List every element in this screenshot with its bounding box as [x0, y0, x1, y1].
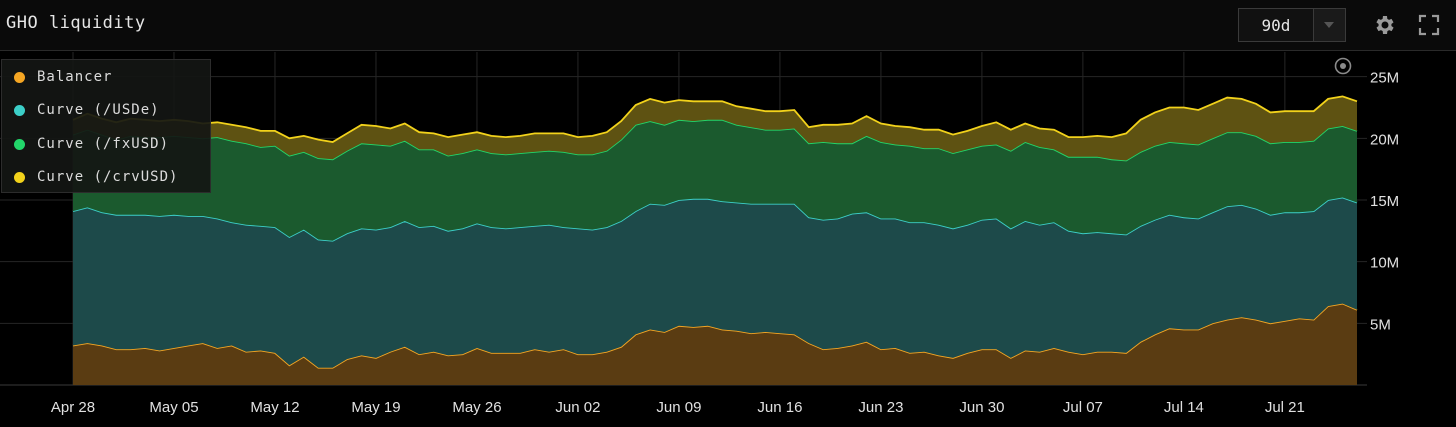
- y-tick-label: 15M: [1370, 193, 1399, 210]
- x-tick-label: Jun 30: [959, 399, 1004, 416]
- series-areas: [72, 95, 1358, 385]
- range-value: 90d: [1261, 15, 1291, 35]
- chart-title: GHO liquidity: [6, 13, 146, 33]
- legend-item-balancer[interactable]: Balancer: [14, 67, 112, 87]
- legend: Balancer Curve (/USDe) Curve (/fxUSD) Cu…: [1, 59, 211, 193]
- legend-label: Curve (/fxUSD): [37, 136, 170, 152]
- y-tick-label: 5M: [1370, 316, 1391, 333]
- y-tick-label: 10M: [1370, 255, 1399, 272]
- legend-label: Curve (/USDe): [37, 102, 160, 118]
- legend-item-curve-usde[interactable]: Curve (/USDe): [14, 100, 160, 120]
- legend-marker: [14, 138, 25, 150]
- stacked-area-chart: 5M 10M 15M 20M 25M Apr 28 May 05 May 12 May 19 Ma…: [0, 52, 1399, 416]
- area-balancer: [73, 303, 1357, 385]
- x-tick-label: Jul 21: [1265, 399, 1305, 416]
- legend-label: Balancer: [37, 69, 113, 85]
- gear-icon: [1376, 16, 1394, 34]
- area-curve-crvusd: [73, 96, 1357, 161]
- x-tick-label: May 05: [149, 399, 198, 416]
- line-curve-crvusd: [72, 95, 1358, 143]
- range-dropdown-button[interactable]: [1312, 9, 1345, 41]
- fullscreen-button[interactable]: [1415, 11, 1443, 39]
- legend-label: Curve (/crvUSD): [37, 169, 179, 185]
- chart-area: 5M 10M 15M 20M 25M Apr 28 May 05 May 12 May 19 Ma…: [0, 51, 1456, 422]
- area-curve-usde: [73, 197, 1357, 368]
- x-tick-label: Apr 28: [51, 399, 95, 416]
- fullscreen-icon: [1418, 14, 1440, 36]
- axes: 5M 10M 15M 20M 25M Apr 28 May 05 May 12 May 19 Ma…: [51, 70, 1399, 416]
- chart-header: GHO liquidity 90d: [0, 0, 1456, 51]
- legend-item-curve-fxusd[interactable]: Curve (/fxUSD): [14, 134, 169, 154]
- x-tick-label: Jun 09: [656, 399, 701, 416]
- x-tick-label: Jul 07: [1063, 399, 1103, 416]
- x-tick-label: Jul 14: [1164, 399, 1204, 416]
- target-icon-dot: [1340, 63, 1346, 69]
- area-curve-fxusd: [73, 119, 1357, 241]
- x-tick-label: May 12: [250, 399, 299, 416]
- legend-marker: [14, 71, 25, 83]
- legend-item-curve-crvusd[interactable]: Curve (/crvUSD): [14, 167, 178, 187]
- settings-button[interactable]: [1370, 11, 1398, 39]
- legend-marker: [14, 104, 25, 116]
- chevron-down-icon: [1324, 22, 1335, 28]
- reset-zoom-button[interactable]: [1334, 57, 1352, 75]
- range-select[interactable]: 90d: [1238, 8, 1346, 42]
- x-tick-label: May 26: [452, 399, 501, 416]
- x-tick-label: May 19: [351, 399, 400, 416]
- x-tick-label: Jun 02: [555, 399, 600, 416]
- target-icon: [1334, 57, 1352, 75]
- legend-marker: [14, 171, 25, 183]
- y-tick-label: 20M: [1370, 131, 1399, 148]
- y-tick-label: 25M: [1370, 70, 1399, 87]
- x-tick-label: Jun 23: [858, 399, 903, 416]
- x-tick-label: Jun 16: [757, 399, 802, 416]
